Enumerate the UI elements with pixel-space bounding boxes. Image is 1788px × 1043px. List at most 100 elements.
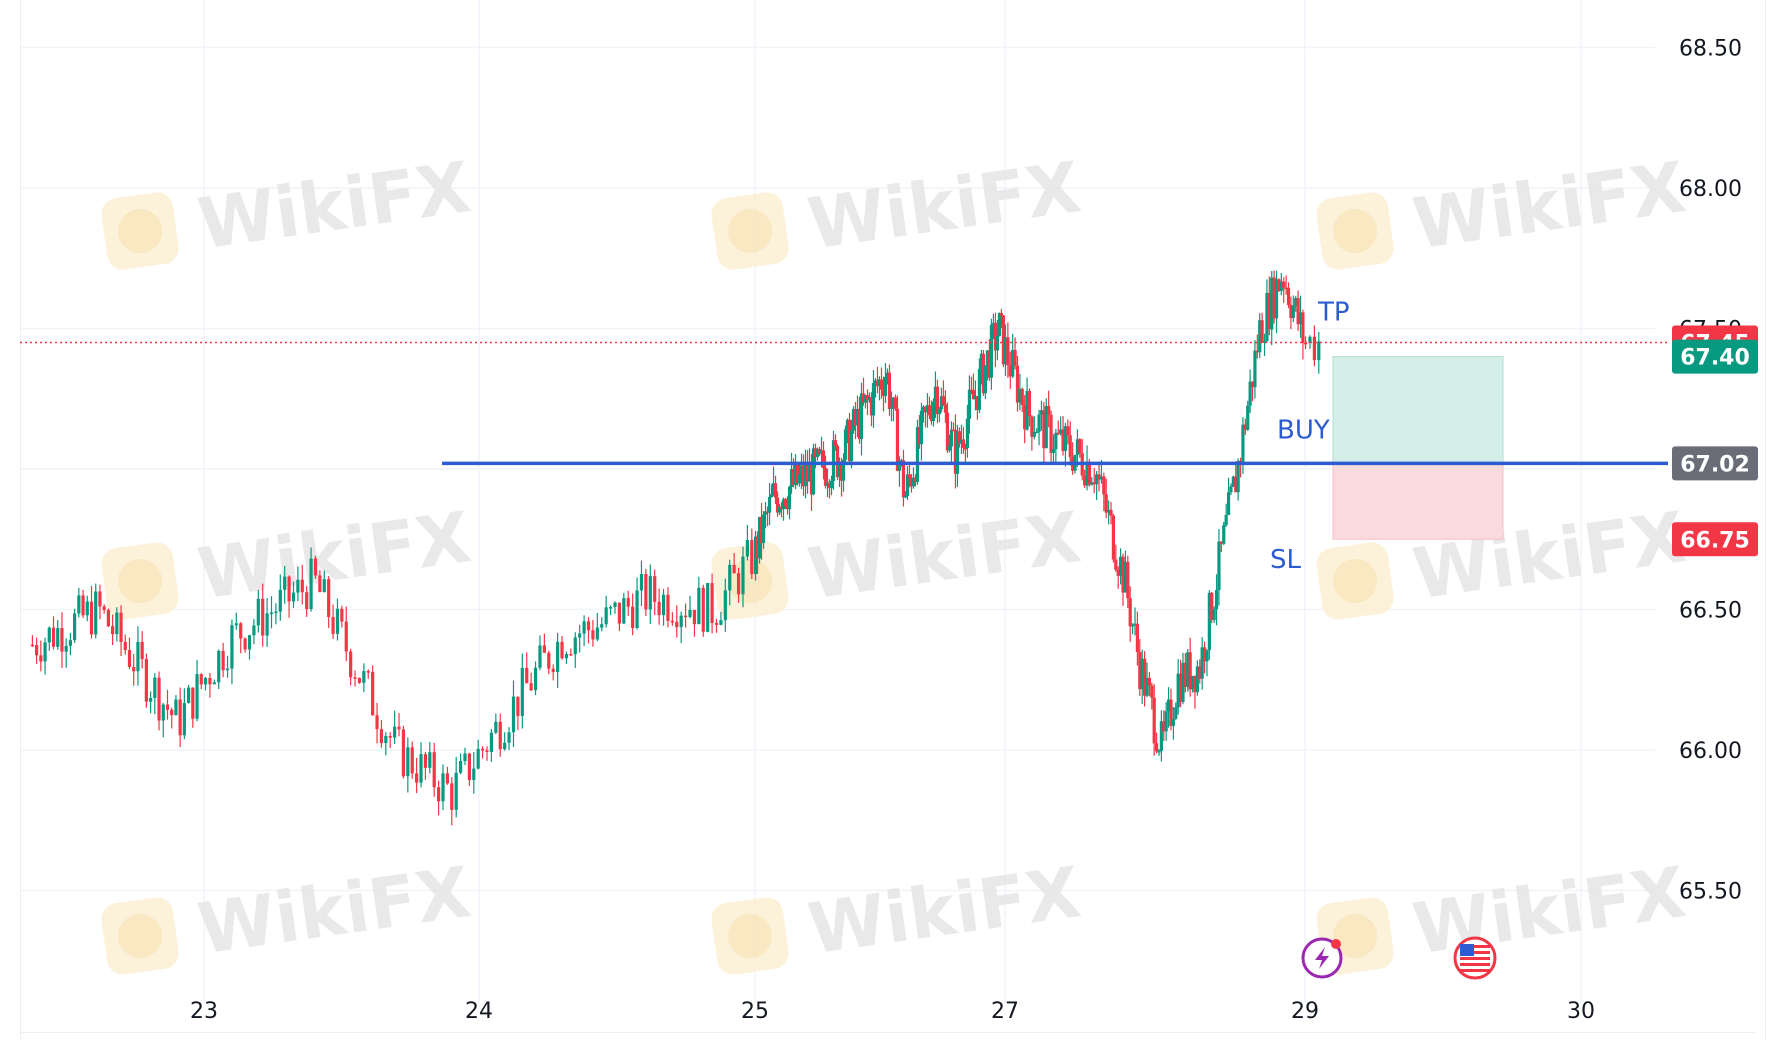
candle-body <box>489 732 494 752</box>
event-icon-layer[interactable] <box>1301 936 1497 980</box>
candle-body <box>234 623 238 626</box>
candle-body <box>384 736 388 744</box>
candle-body <box>30 644 34 647</box>
candle-body <box>723 590 727 621</box>
watermark-logo-mark <box>118 209 163 254</box>
candle-body <box>1087 461 1092 485</box>
support-line-layer[interactable] <box>20 341 1668 466</box>
candle-body <box>955 431 960 474</box>
candle-body <box>1246 405 1250 430</box>
candle-body <box>318 575 322 593</box>
candle-body <box>300 579 304 593</box>
candle-body <box>1037 414 1041 432</box>
long-position-box[interactable] <box>1332 356 1504 540</box>
candle-body <box>507 732 511 743</box>
candle-body <box>939 396 944 410</box>
candle-body <box>1298 312 1303 325</box>
candle-body <box>261 598 265 636</box>
annotation-label-tp: TP <box>1317 298 1350 328</box>
watermark-logo-mark <box>728 209 773 254</box>
flag-canton <box>1460 944 1474 956</box>
candle-body <box>357 677 362 683</box>
candle-body <box>1198 666 1202 679</box>
lightning-icon[interactable] <box>1301 937 1343 979</box>
candle-body <box>1051 449 1056 453</box>
watermark-logo-mark <box>1333 914 1378 959</box>
candle-body <box>1140 658 1144 690</box>
candle-body <box>799 465 804 475</box>
candle-body <box>1102 476 1106 495</box>
stop-loss-zone[interactable] <box>1332 462 1504 540</box>
candle-body <box>951 429 956 432</box>
watermark-text: WikiFX <box>193 496 475 615</box>
candle-body <box>1011 349 1015 377</box>
candle-body <box>1219 541 1223 544</box>
candle-body <box>60 628 64 652</box>
candle-body <box>538 645 542 668</box>
candle-body <box>728 564 732 591</box>
candle-body <box>1174 707 1178 719</box>
take-profit-zone[interactable] <box>1332 356 1504 464</box>
candle-body <box>1083 475 1087 486</box>
candle-body <box>1116 569 1120 576</box>
candle-body <box>291 592 296 602</box>
x-tick-label: 25 <box>741 999 769 1024</box>
candle-body <box>719 620 723 625</box>
candle-body <box>921 406 926 411</box>
candle-body <box>903 495 908 498</box>
candle-body <box>815 449 820 458</box>
candle-body <box>1231 476 1235 487</box>
candle-body <box>899 460 904 462</box>
us-flag-icon[interactable] <box>1453 936 1497 980</box>
candle-body <box>897 461 902 471</box>
candle-body <box>626 598 630 607</box>
candle-body <box>1210 592 1214 620</box>
candle-body <box>111 626 115 635</box>
candle-body <box>1296 298 1300 325</box>
candle-body <box>485 750 489 752</box>
candle-body <box>1121 556 1125 593</box>
candle-body <box>1114 559 1118 570</box>
candle-body <box>467 753 471 780</box>
flag-stripe <box>1460 945 1490 948</box>
candle-body <box>170 709 174 716</box>
candle-body <box>1226 492 1231 515</box>
candle-body <box>869 397 874 416</box>
candle-body <box>859 393 864 440</box>
candle-body <box>1123 561 1128 593</box>
candle-body <box>993 322 998 351</box>
price-tag <box>1672 522 1758 557</box>
candle-body <box>371 672 375 716</box>
candle-body <box>1138 652 1142 690</box>
candle-body <box>1147 677 1151 686</box>
candle-body <box>551 668 555 673</box>
candle-body <box>287 576 291 602</box>
candle-body <box>909 478 914 487</box>
wikifx-watermark: WikiFX <box>711 851 1085 975</box>
candle-body <box>1109 509 1113 516</box>
candle-body <box>230 625 234 669</box>
candle-body <box>648 576 652 610</box>
candle-body <box>149 697 153 702</box>
candle-body <box>1270 277 1274 330</box>
candle-body <box>1202 647 1207 662</box>
candle-body <box>182 702 186 736</box>
candle-body <box>1063 426 1068 451</box>
candle-body <box>157 677 161 721</box>
candle-body <box>1143 658 1147 696</box>
price-tag-label: 67.40 <box>1680 346 1750 371</box>
candle-body <box>1020 388 1024 405</box>
candle-body <box>393 726 397 738</box>
candle-body <box>1274 279 1279 319</box>
candle-body <box>1301 312 1305 343</box>
candle-body <box>1289 304 1293 319</box>
candle-body <box>35 645 39 656</box>
candle-body <box>1066 426 1070 436</box>
candle-body <box>759 516 764 544</box>
candle-body <box>1056 432 1060 435</box>
candle-body <box>410 747 414 774</box>
flag-stripe <box>1460 957 1490 960</box>
candle-body <box>829 480 834 489</box>
